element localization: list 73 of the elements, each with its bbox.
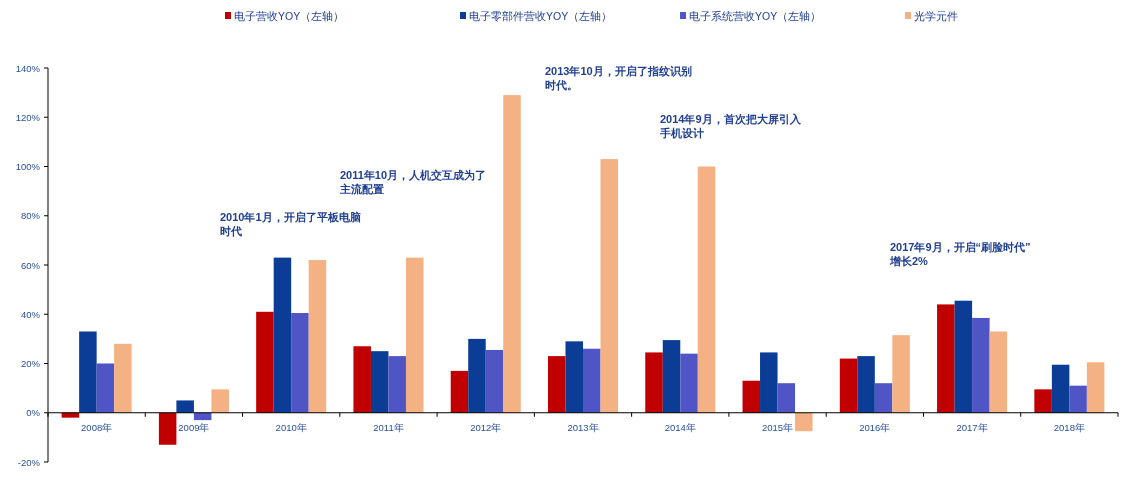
- bar: [450, 370, 469, 413]
- bar: [96, 363, 115, 413]
- bar: [485, 349, 504, 413]
- y-tick-label: 20%: [20, 358, 41, 369]
- bar: [795, 412, 813, 432]
- annotation: 2011年10月，人机交互成为了主流配置: [340, 168, 488, 196]
- bar: [1034, 389, 1052, 413]
- bar: [1069, 385, 1087, 413]
- bar: [937, 304, 955, 413]
- x-tick-label: 2012年: [470, 421, 502, 433]
- annotation: 2013年10月，开启了指纹识别时代。: [545, 64, 693, 92]
- bar: [972, 317, 990, 413]
- x-tick-label: 2014年: [664, 421, 696, 433]
- x-tick-label: 2009年: [178, 421, 210, 433]
- bar: [697, 166, 716, 413]
- bar: [547, 356, 566, 413]
- x-tick-label: 2010年: [275, 421, 307, 433]
- bar: [370, 351, 389, 413]
- bar: [353, 346, 371, 413]
- bar: [989, 331, 1008, 413]
- bar: [1086, 362, 1105, 413]
- y-tick-label: 80%: [20, 210, 41, 222]
- x-tick-label: 2015年: [761, 421, 794, 433]
- annotation: 2010年1月，开启了平板电脑时代: [220, 210, 362, 238]
- bar: [680, 353, 698, 413]
- bar: [468, 338, 486, 413]
- bar: [1051, 364, 1070, 413]
- bar: [114, 343, 132, 413]
- x-tick-label: 2017年: [956, 421, 988, 433]
- bar: [79, 331, 97, 413]
- y-tick-label: 0%: [26, 407, 41, 419]
- bar: [662, 340, 681, 413]
- x-tick-label: 2016年: [859, 421, 891, 433]
- x-tick-label: 2011年: [373, 421, 404, 433]
- legend-label: 电子零部件营收YOY（左轴）: [469, 9, 613, 22]
- bar: [583, 348, 601, 413]
- y-tick-label: 120%: [15, 111, 41, 123]
- legend-label: 光学元件: [914, 9, 958, 22]
- bar: [777, 383, 796, 413]
- x-tick-label: 2008年: [81, 421, 113, 433]
- y-tick-label: 140%: [15, 62, 41, 74]
- legend-label: 电子系统营收YOY（左轴）: [689, 9, 822, 22]
- bar: [600, 159, 619, 413]
- bar: [61, 412, 80, 418]
- annotation: 2017年9月，开启“刷脸时代” 增长2%: [890, 240, 1032, 268]
- bar: [874, 383, 893, 413]
- bar: [176, 400, 194, 413]
- bar: [760, 352, 778, 413]
- bar: [405, 257, 424, 413]
- legend-label: 电子营收YOY（左轴）: [234, 9, 345, 22]
- bar: [291, 313, 309, 413]
- y-tick-label: 60%: [20, 259, 41, 271]
- y-tick-label: 100%: [15, 161, 41, 172]
- bar: [388, 356, 406, 413]
- x-tick-label: 2018年: [1053, 421, 1085, 433]
- bar: [211, 389, 229, 413]
- bar: [645, 352, 663, 413]
- bar: [256, 311, 274, 413]
- x-tick-label: 2013年: [567, 421, 599, 433]
- y-tick-label: -20%: [17, 456, 41, 468]
- annotation: 2014年9月，首次把大屏引入手机设计: [660, 112, 802, 140]
- bar: [857, 356, 875, 413]
- bar: [273, 257, 292, 413]
- bar: [565, 341, 583, 413]
- bar: [308, 260, 327, 413]
- bar: [954, 300, 973, 413]
- y-tick-label: 40%: [20, 308, 41, 320]
- bar: [193, 412, 212, 421]
- bar: [503, 95, 521, 413]
- bar: [158, 412, 177, 445]
- bar: [839, 358, 858, 413]
- bar: [742, 380, 761, 413]
- bar: [892, 335, 910, 413]
